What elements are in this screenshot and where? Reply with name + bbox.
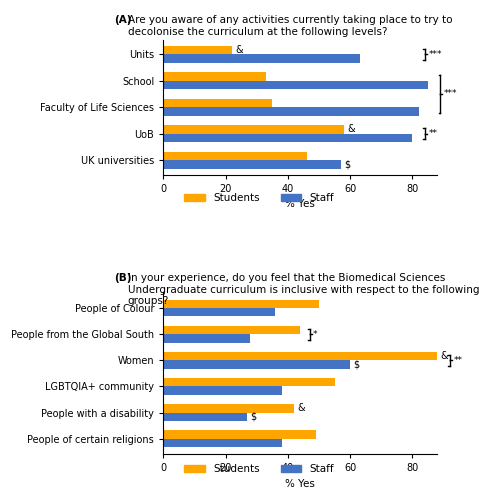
Text: &: &: [235, 45, 242, 55]
Bar: [163, 72, 266, 81]
Text: ***: ***: [428, 50, 442, 59]
Bar: [163, 326, 300, 334]
Text: ***: ***: [444, 90, 457, 98]
X-axis label: % Yes: % Yes: [285, 479, 315, 489]
Text: &: &: [347, 124, 354, 134]
Bar: [163, 430, 316, 438]
Text: &: &: [441, 351, 448, 361]
Bar: [163, 125, 344, 134]
Text: (B): (B): [114, 273, 131, 283]
Bar: [163, 160, 341, 168]
Bar: [163, 386, 282, 395]
Bar: [163, 54, 360, 63]
Bar: [163, 98, 272, 107]
Bar: [163, 152, 307, 160]
Bar: [163, 412, 247, 421]
Text: **: **: [453, 356, 462, 365]
Bar: [163, 404, 294, 412]
Bar: [163, 46, 232, 54]
Legend: Students, Staff: Students, Staff: [180, 460, 339, 478]
Bar: [163, 352, 437, 360]
Bar: [163, 81, 428, 89]
Bar: [163, 360, 350, 368]
Bar: [163, 134, 412, 142]
Text: **: **: [428, 129, 437, 138]
Text: (A): (A): [114, 16, 131, 26]
Bar: [163, 334, 251, 342]
Bar: [163, 300, 319, 308]
Bar: [163, 438, 282, 447]
Text: In your experience, do you feel that the Biomedical Sciences
Undergraduate curri: In your experience, do you feel that the…: [127, 273, 479, 306]
Text: $: $: [354, 360, 359, 370]
Legend: Students, Staff: Students, Staff: [180, 189, 339, 207]
Bar: [163, 107, 419, 116]
Text: &: &: [297, 404, 305, 413]
Bar: [163, 378, 335, 386]
Text: $: $: [344, 160, 350, 170]
Text: $: $: [251, 412, 257, 422]
Text: *: *: [313, 330, 318, 338]
Bar: [163, 308, 275, 316]
Text: Are you aware of any activities currently taking place to try to
decolonise the : Are you aware of any activities currentl…: [127, 16, 452, 37]
X-axis label: % Yes: % Yes: [285, 199, 315, 209]
